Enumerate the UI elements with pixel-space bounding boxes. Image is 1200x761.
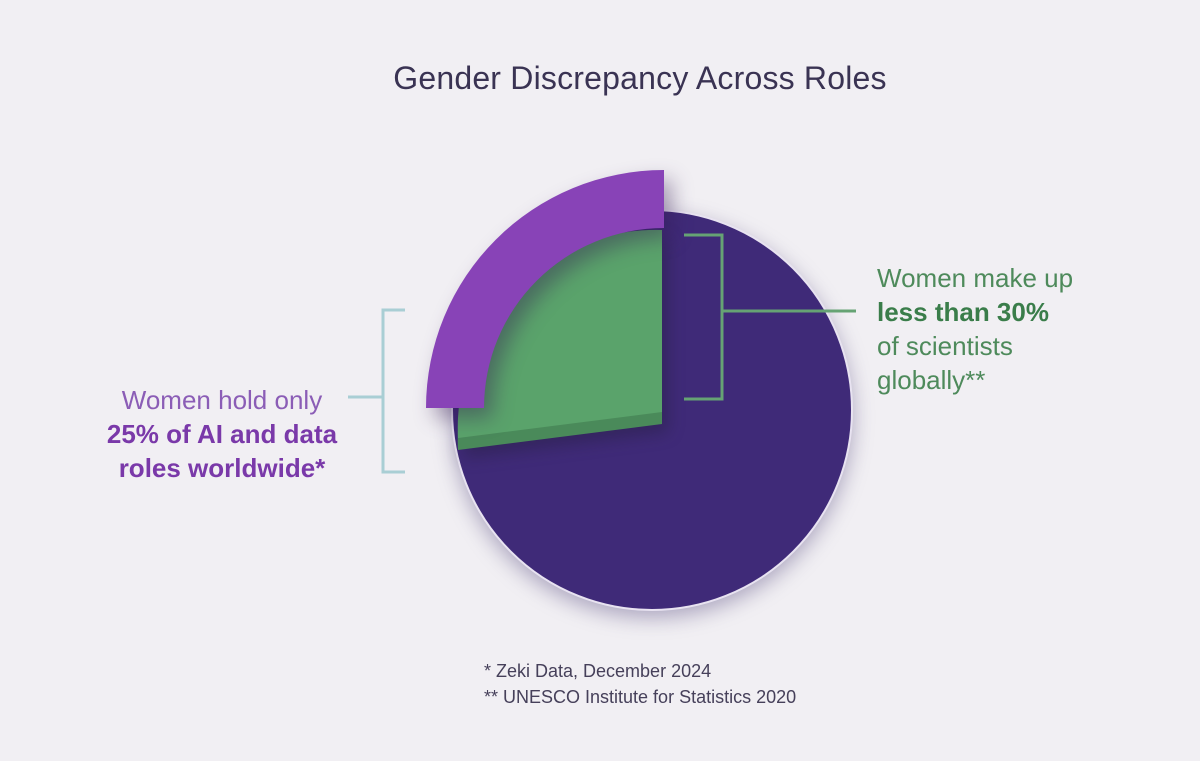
annotation-left-line-2: 25% of AI and data xyxy=(106,419,338,449)
footnote-2: ** UNESCO Institute for Statistics 2020 xyxy=(484,687,797,707)
annotation-right-line-4: globally** xyxy=(877,365,986,395)
left-bracket-shape xyxy=(381,308,405,474)
annotation-right-line-2: less than 30% xyxy=(877,297,1049,327)
annotation-right: Women make up less than 30% of scientist… xyxy=(877,261,1147,397)
pie-slice-ai-roles-arc xyxy=(426,170,664,408)
left-bracket xyxy=(348,308,405,474)
chart-title: Gender Discrepancy Across Roles xyxy=(393,60,887,96)
footnote-1: * Zeki Data, December 2024 xyxy=(484,661,712,681)
annotation-left-line-1: Women hold only xyxy=(121,385,323,415)
annotation-right-line-1: Women make up xyxy=(877,263,1074,293)
annotation-right-line-3: of scientists xyxy=(877,331,1013,361)
pie-slice-scientists-group xyxy=(457,229,662,450)
annotation-left-line-3: roles worldwide* xyxy=(118,453,326,483)
annotation-left: Women hold only 25% of AI and data roles… xyxy=(77,383,367,485)
pie-slice-scientists xyxy=(457,229,662,438)
right-bracket xyxy=(684,233,856,401)
footnotes: * Zeki Data, December 2024 ** UNESCO Ins… xyxy=(484,658,796,710)
right-bracket-shape xyxy=(684,233,724,401)
